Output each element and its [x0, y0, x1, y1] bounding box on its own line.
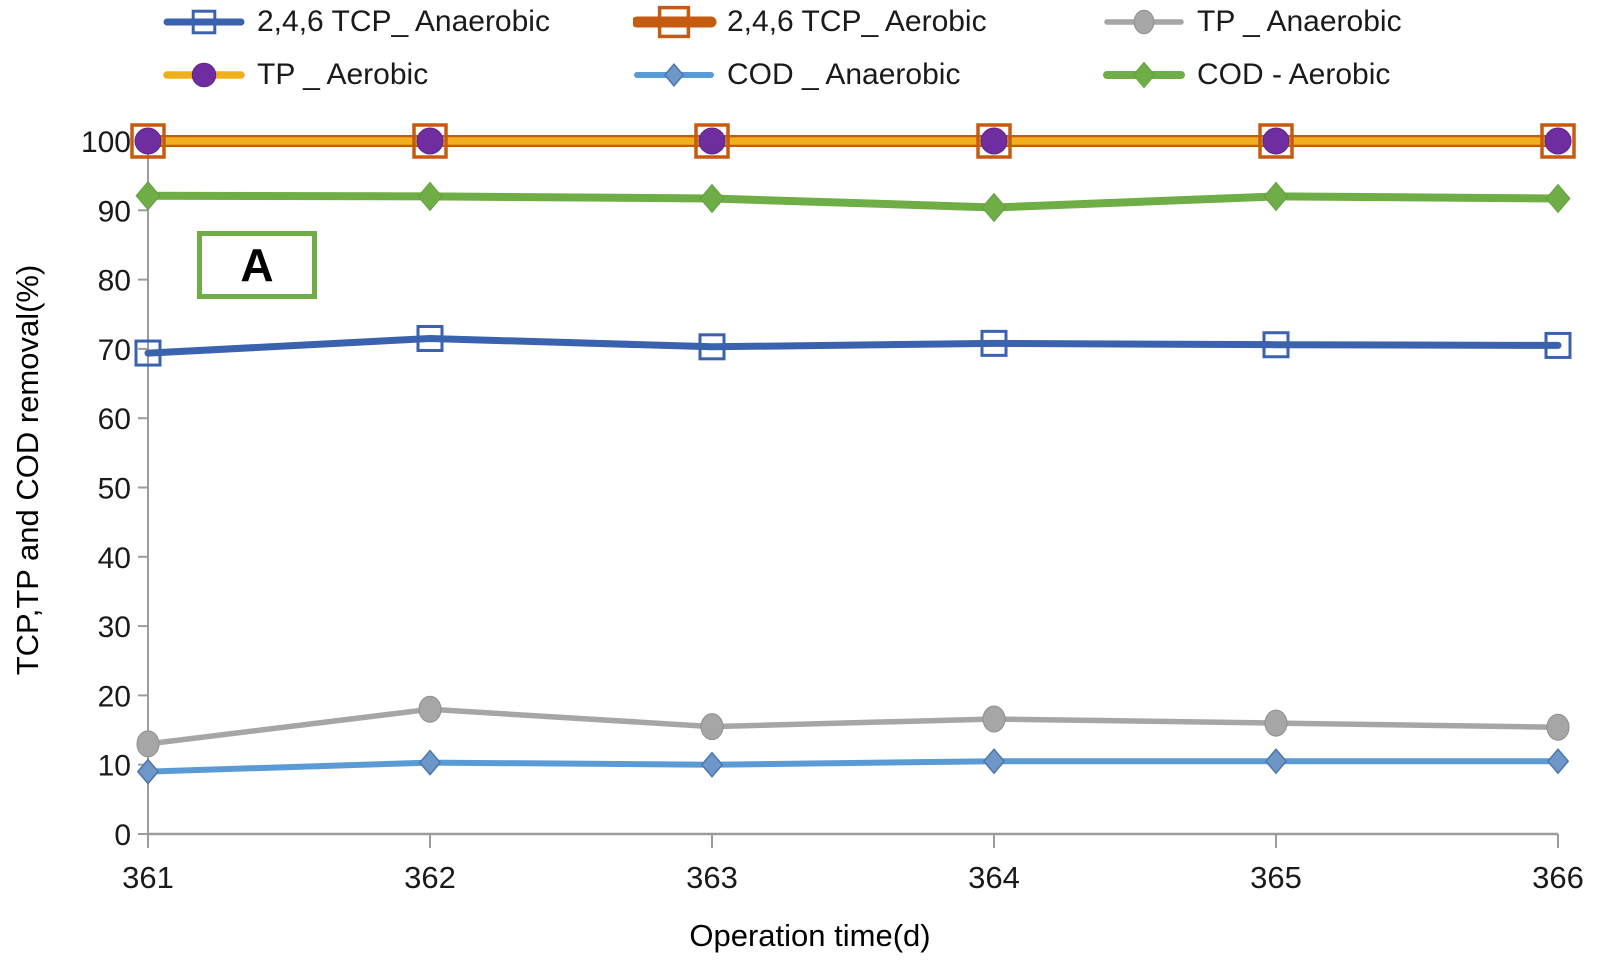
marker-cod-anaerobic-icon: [982, 748, 1006, 775]
marker-cod-aerobic-icon: [1545, 183, 1571, 214]
series-line-tcp-anaerobic: [144, 335, 1562, 357]
legend-label: TP _ Anaerobic: [1197, 5, 1402, 38]
legend-item-cod-aerobic: COD - Aerobic: [1103, 53, 1390, 97]
y-tick-label: 100: [81, 126, 131, 159]
marker-tcp-anaerobic-icon: [1262, 331, 1290, 359]
marker-cod-anaerobic-icon: [418, 749, 442, 776]
marker-tp-aerobic-icon: [980, 127, 1008, 155]
marker-tp-anaerobic-icon: [418, 695, 442, 723]
y-tick-label: 70: [98, 334, 131, 367]
marker-tp-anaerobic-icon: [1264, 709, 1288, 737]
legend-label: COD - Aerobic: [1197, 58, 1391, 91]
marker-tcp-aerobic-icon: [694, 123, 730, 159]
y-tick-label: 30: [98, 611, 131, 644]
legend-swatch-tp-anaerobic-icon: [1104, 9, 1184, 35]
legend-swatch-cod-aerobic-icon: [1103, 61, 1185, 89]
legend-label: 2,4,6 TCP_ Anaerobic: [257, 5, 550, 38]
x-tick-label: 364: [968, 860, 1020, 895]
marker-tcp-anaerobic-icon: [698, 333, 726, 361]
y-tick-label: 40: [98, 542, 131, 575]
marker-tcp-anaerobic-icon: [1544, 331, 1572, 359]
marker-cod-anaerobic-icon: [663, 63, 685, 87]
marker-cod-aerobic-icon: [1263, 181, 1289, 212]
series-line-cod-anaerobic: [145, 758, 1561, 775]
legend-swatch-tcp-anaerobic-icon: [163, 9, 245, 35]
x-tick-label: 366: [1532, 860, 1584, 895]
marker-tcp-aerobic-icon: [976, 123, 1012, 159]
y-tick-label: 20: [98, 680, 131, 713]
marker-tp-aerobic-icon: [134, 127, 162, 155]
marker-tcp-anaerobic-icon: [134, 339, 162, 367]
x-tick-label: 362: [404, 860, 456, 895]
marker-tp-anaerobic-icon: [136, 730, 160, 758]
marker-cod-anaerobic-icon: [1546, 748, 1570, 775]
legend-item-tp-aerobic: TP _ Aerobic: [163, 53, 428, 97]
legend-swatch-tcp-aerobic-icon: [633, 5, 717, 39]
marker-tp-aerobic-icon: [191, 62, 217, 88]
y-axis-title: TCP,TP and COD removal(%): [10, 264, 45, 676]
y-tick-label: 0: [114, 819, 131, 852]
x-tick-label: 365: [1250, 860, 1302, 895]
panel-label: A: [240, 239, 274, 291]
legend-item-tcp-aerobic: 2,4,6 TCP_ Aerobic: [633, 0, 987, 44]
legend-label: TP _ Aerobic: [257, 58, 429, 91]
marker-cod-aerobic-icon: [699, 183, 725, 214]
legend-item-cod-anaerobic: COD _ Anaerobic: [633, 53, 960, 97]
marker-tp-aerobic-icon: [1262, 127, 1290, 155]
marker-tcp-anaerobic-icon: [416, 325, 444, 353]
marker-cod-aerobic-icon: [981, 192, 1007, 223]
marker-tcp-aerobic-icon: [1540, 123, 1576, 159]
marker-tp-aerobic-icon: [1544, 127, 1572, 155]
series-line-tp-anaerobic: [145, 706, 1561, 747]
marker-cod-aerobic-icon: [1132, 61, 1156, 89]
y-tick-label: 60: [98, 403, 131, 436]
marker-tp-aerobic-icon: [698, 127, 726, 155]
marker-tcp-aerobic-icon: [412, 123, 448, 159]
legend-swatch-cod-anaerobic-icon: [634, 63, 714, 87]
legend-label: 2,4,6 TCP_ Aerobic: [727, 5, 987, 38]
x-tick-label: 363: [686, 860, 738, 895]
marker-cod-aerobic-icon: [417, 181, 443, 212]
marker-cod-anaerobic-icon: [1264, 748, 1288, 775]
marker-tcp-aerobic-icon: [130, 123, 166, 159]
marker-cod-anaerobic-icon: [136, 758, 160, 785]
legend-item-tcp-anaerobic: 2,4,6 TCP_ Anaerobic: [163, 0, 550, 44]
legend-label: COD _ Anaerobic: [727, 58, 961, 91]
marker-tcp-aerobic-icon: [657, 5, 691, 39]
marker-cod-anaerobic-icon: [700, 751, 724, 778]
marker-tp-anaerobic-icon: [700, 713, 724, 741]
x-axis-title: Operation time(d): [689, 918, 931, 953]
marker-tp-aerobic-icon: [416, 127, 444, 155]
y-tick-label: 80: [98, 265, 131, 298]
marker-tp-anaerobic-icon: [1546, 713, 1570, 741]
marker-tp-anaerobic-icon: [982, 705, 1006, 733]
marker-tcp-anaerobic-icon: [980, 329, 1008, 357]
marker-tcp-anaerobic-icon: [191, 9, 217, 35]
x-tick-label: 361: [122, 860, 174, 895]
y-tick-label: 50: [98, 473, 131, 506]
y-tick-label: 10: [98, 750, 131, 783]
panel-label-box: A: [197, 231, 317, 299]
legend-swatch-tp-aerobic-icon: [163, 62, 245, 88]
marker-tcp-aerobic-icon: [1258, 123, 1294, 159]
marker-tp-anaerobic-icon: [1133, 9, 1155, 35]
marker-cod-aerobic-icon: [135, 180, 161, 211]
y-tick-label: 90: [98, 195, 131, 228]
series-line-cod-aerobic: [144, 191, 1562, 212]
legend-item-tp-anaerobic: TP _ Anaerobic: [1103, 0, 1402, 44]
